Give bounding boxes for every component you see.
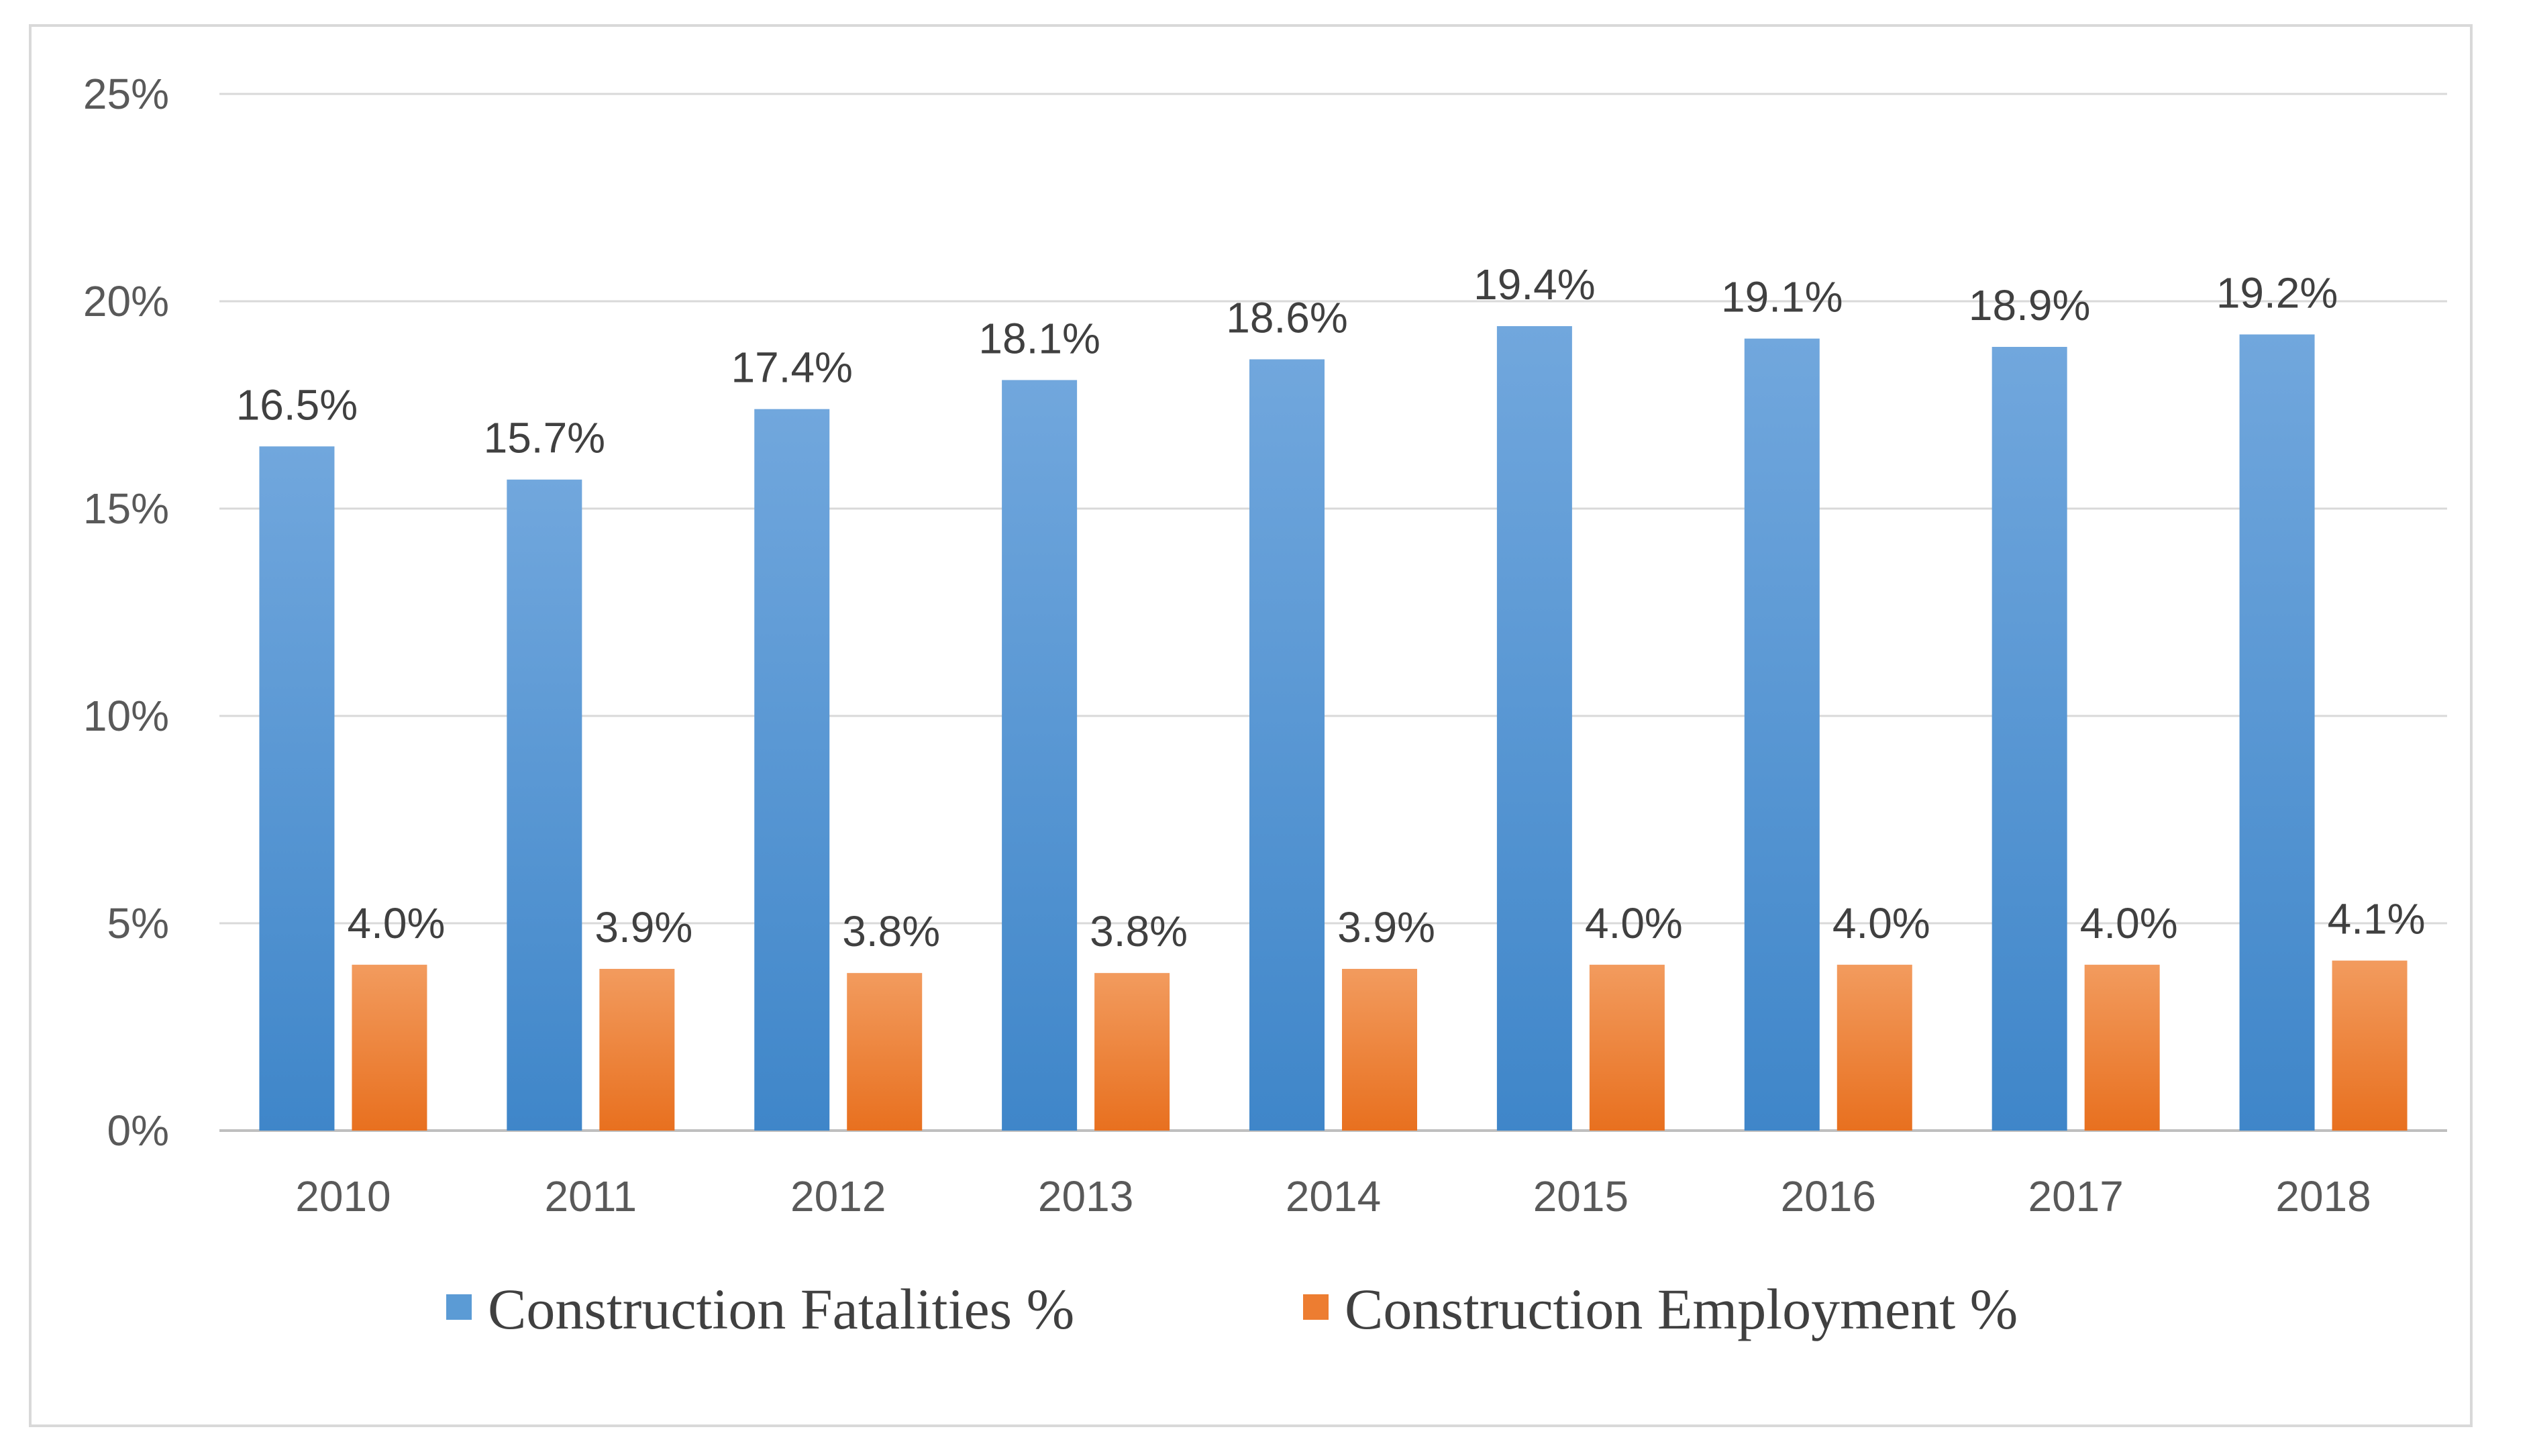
employment-data-label: 4.1%: [2328, 895, 2426, 943]
fatalities-data-label: 19.2%: [2216, 268, 2338, 317]
bar-chart: 0% 5% 10% 15% 20% 25% 16.5% 4.0% 15.7% 3.9% 17.4%…: [83, 70, 2447, 1341]
employment-bar: [1589, 964, 1665, 1131]
employment-data-label: 3.8%: [1090, 907, 1188, 955]
chart-frame: 0% 5% 10% 15% 20% 25% 16.5% 4.0% 15.7% 3.9% 17.4%…: [29, 24, 2473, 1427]
fatalities-data-label: 17.4%: [731, 344, 852, 392]
y-tick-label: 25%: [83, 70, 169, 118]
x-tick-label: 2010: [295, 1172, 391, 1220]
y-tick-label: 0%: [107, 1106, 170, 1155]
y-tick-label: 15%: [83, 484, 169, 533]
fatalities-data-label: 19.1%: [1721, 273, 1843, 321]
fatalities-bar: [259, 446, 335, 1131]
legend: Construction Fatalities % Construction Em…: [446, 1277, 2018, 1341]
fatalities-bar: [1496, 326, 1572, 1131]
x-tick-label: 2016: [1781, 1172, 1876, 1220]
fatalities-bar: [507, 479, 582, 1131]
legend-swatch-fatalities: [446, 1294, 472, 1320]
fatalities-data-label: 16.5%: [236, 380, 358, 429]
x-axis-tick-labels: 2010 2011 2012 2013 2014 2015 2016 2017 2018: [295, 1172, 2371, 1220]
employment-data-label: 4.0%: [2080, 899, 2178, 947]
employment-data-label: 4.0%: [1585, 899, 1683, 947]
employment-bar: [1837, 964, 1912, 1131]
employment-data-label: 4.0%: [1832, 899, 1930, 947]
fatalities-data-label: 15.7%: [484, 414, 605, 462]
fatalities-data-label: 18.6%: [1226, 294, 1347, 342]
fatalities-bar: [1002, 380, 1078, 1131]
fatalities-bar: [1992, 346, 2067, 1131]
x-tick-label: 2014: [1286, 1172, 1381, 1220]
x-tick-label: 2018: [2275, 1172, 2371, 1220]
employment-bar: [2332, 960, 2408, 1131]
legend-label-fatalities: Construction Fatalities %: [488, 1277, 1074, 1341]
legend-swatch-employment: [1303, 1294, 1329, 1320]
employment-data-label: 3.8%: [842, 907, 940, 955]
employment-bar: [847, 973, 923, 1131]
fatalities-data-label: 18.1%: [978, 314, 1100, 362]
data-labels: 16.5% 4.0% 15.7% 3.9% 17.4% 3.8% 18.1% 3.8% 18.6…: [236, 260, 2426, 955]
fatalities-data-label: 19.4%: [1474, 260, 1595, 309]
y-tick-label: 10%: [83, 692, 169, 740]
employment-bar: [1094, 973, 1170, 1131]
y-axis-tick-labels: 0% 5% 10% 15% 20% 25%: [83, 70, 169, 1155]
employment-data-label: 4.0%: [348, 899, 446, 947]
fatalities-bar: [1249, 359, 1325, 1131]
bars: [259, 326, 2408, 1131]
employment-data-label: 3.9%: [595, 903, 692, 951]
employment-bar: [1342, 968, 1417, 1131]
y-tick-label: 5%: [107, 899, 170, 947]
x-tick-label: 2015: [1533, 1172, 1629, 1220]
fatalities-data-label: 18.9%: [1969, 281, 2090, 329]
fatalities-bar: [2239, 334, 2315, 1131]
y-tick-label: 20%: [83, 277, 169, 325]
fatalities-bar: [754, 409, 830, 1131]
fatalities-bar: [1744, 338, 1820, 1131]
employment-data-label: 3.9%: [1337, 903, 1435, 951]
legend-label-employment: Construction Employment %: [1345, 1277, 2018, 1341]
employment-bar: [352, 964, 427, 1131]
x-tick-label: 2012: [790, 1172, 886, 1220]
employment-bar: [599, 968, 675, 1131]
x-tick-label: 2011: [545, 1172, 637, 1220]
gridlines: [219, 93, 2447, 1132]
employment-bar: [2084, 964, 2160, 1131]
x-tick-label: 2017: [2028, 1172, 2123, 1220]
x-tick-label: 2013: [1038, 1172, 1133, 1220]
